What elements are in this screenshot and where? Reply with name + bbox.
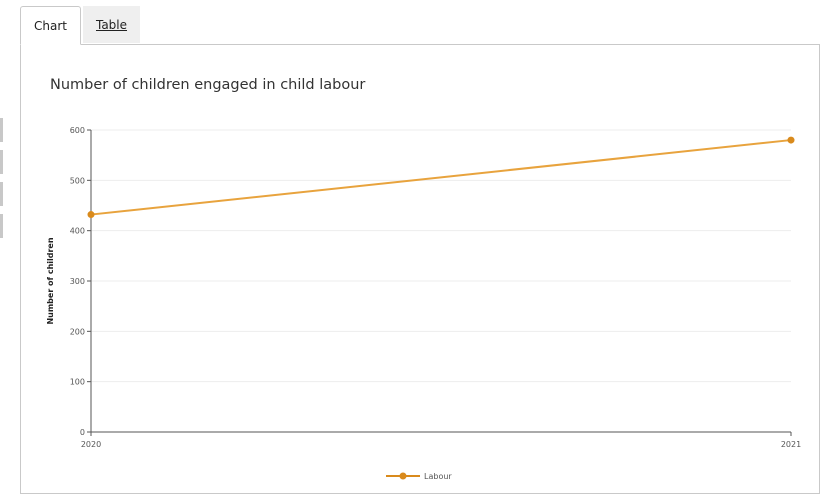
chart-panel xyxy=(20,44,820,494)
legend-label: Labour xyxy=(424,472,452,480)
tab-chart[interactable]: Chart xyxy=(20,6,81,45)
line-chart: 0 100 200 300 400 500 600 2020 2021 Number of chi… xyxy=(46,126,801,480)
left-edge-marks xyxy=(0,118,4,240)
y-tick-label: 300 xyxy=(70,277,85,286)
edge-mark xyxy=(0,118,3,142)
view-tabs: Chart Table xyxy=(20,6,141,45)
series-line-labour xyxy=(90,139,792,216)
edge-mark xyxy=(0,214,3,238)
y-tick-label: 600 xyxy=(70,126,85,135)
y-tick-label: 200 xyxy=(70,327,85,336)
x-tick-label: 2020 xyxy=(81,440,101,449)
data-point xyxy=(87,211,95,219)
x-tick-label: 2021 xyxy=(781,440,801,449)
edge-mark xyxy=(0,182,3,206)
y-tick-label: 0 xyxy=(80,428,85,437)
legend-marker xyxy=(399,472,407,480)
y-axis-label: Number of children xyxy=(46,237,55,324)
tab-table[interactable]: Table xyxy=(82,6,141,43)
edge-mark xyxy=(0,150,3,174)
y-tick-label: 100 xyxy=(70,378,85,387)
chart-title: Number of children engaged in child labo… xyxy=(50,77,366,93)
data-point xyxy=(787,136,795,144)
y-tick-label: 400 xyxy=(70,227,85,236)
y-tick-label: 500 xyxy=(70,176,85,185)
